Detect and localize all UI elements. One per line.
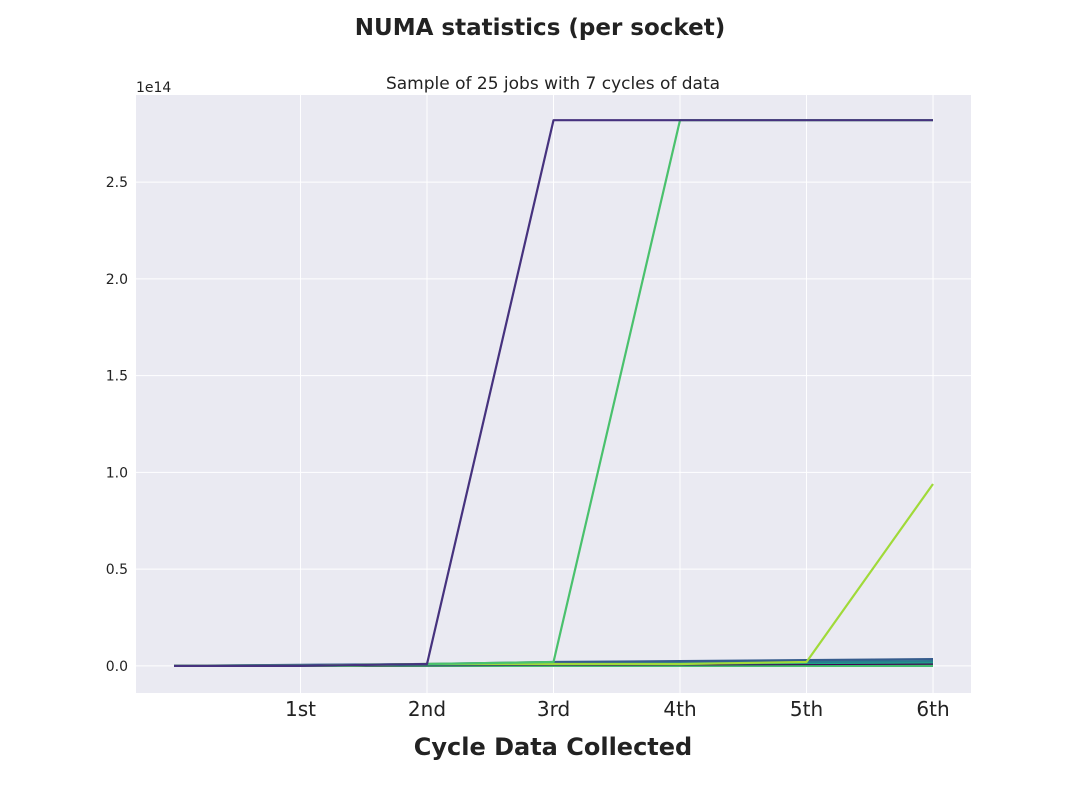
x-tick-label: 5th	[790, 697, 823, 721]
x-tick-label: 2nd	[408, 697, 446, 721]
x-tick-label: 3rd	[537, 697, 570, 721]
series-line	[174, 119, 933, 668]
x-tick-label: 6th	[916, 697, 949, 721]
x-tick-label: 4th	[663, 697, 696, 721]
x-tick-label: 1st	[285, 697, 316, 721]
y-tick-label: 2.5	[106, 175, 128, 191]
y-tick-label: 0.0	[106, 659, 128, 675]
chart-subtitle: Sample of 25 jobs with 7 cycles of data	[386, 74, 720, 94]
series-group	[173, 119, 934, 668]
grid	[136, 95, 971, 693]
y-axis: 0.0 0.5 1.0 1.5 2.0 2.5	[106, 175, 128, 675]
y-tick-label: 0.5	[106, 562, 128, 578]
x-axis-label: Cycle Data Collected	[414, 733, 692, 761]
chart-title: NUMA statistics (per socket)	[355, 15, 725, 41]
y-tick-label: 2.0	[106, 272, 128, 288]
y-offset-label: 1e14	[136, 80, 171, 96]
y-tick-label: 1.5	[106, 369, 128, 385]
y-tick-label: 1.0	[106, 465, 128, 481]
x-axis: 1st 2nd 3rd 4th 5th 6th	[285, 697, 950, 721]
